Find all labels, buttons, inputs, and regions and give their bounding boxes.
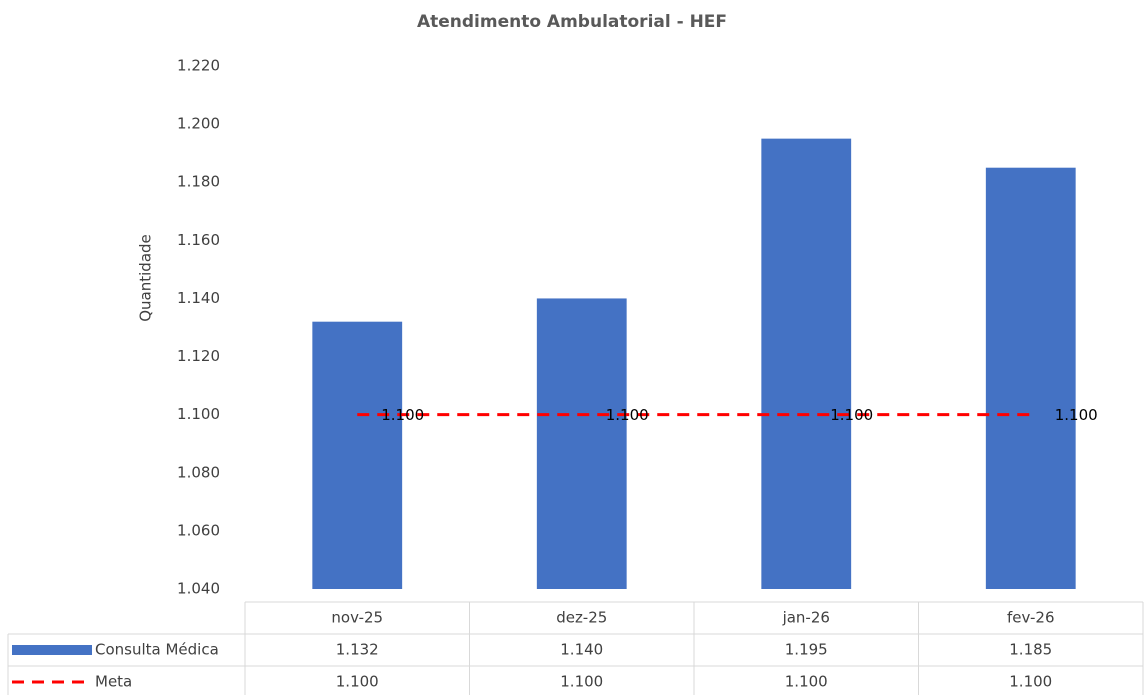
data-label: 1.100 [381,406,424,424]
table-cell: 1.100 [560,673,603,691]
table-cell: 1.185 [1009,641,1052,659]
x-tick-label: dez-25 [556,609,607,627]
y-tick-label: 1.060 [177,521,220,539]
y-tick-label: 1.120 [177,347,220,365]
legend-label: Meta [95,673,132,691]
y-tick-label: 1.200 [177,115,220,133]
legend-swatch [12,645,92,655]
table-cell: 1.100 [785,673,828,691]
y-tick-label: 1.080 [177,463,220,481]
y-tick-label: 1.180 [177,173,220,191]
table-cell: 1.195 [785,641,828,659]
table-cell: 1.140 [560,641,603,659]
bar [761,138,852,589]
x-tick-label: jan-26 [782,609,830,627]
chart-title: Atendimento Ambulatorial - HEF [417,12,727,32]
data-label: 1.100 [606,406,649,424]
legend-label: Consulta Médica [95,641,219,659]
data-label: 1.100 [1055,406,1098,424]
x-tick-label: nov-25 [331,609,383,627]
table-cell: 1.100 [336,673,379,691]
table-cell: 1.100 [1009,673,1052,691]
y-tick-label: 1.140 [177,289,220,307]
y-tick-label: 1.160 [177,231,220,249]
y-tick-label: 1.040 [177,580,220,598]
y-axis-label: Quantidade [137,234,155,322]
bar [312,321,403,589]
data-label: 1.100 [830,406,873,424]
y-tick-label: 1.100 [177,405,220,423]
bar [985,167,1076,589]
y-tick-label: 1.220 [177,57,220,75]
bar [536,298,627,589]
x-tick-label: fev-26 [1007,609,1054,627]
table-cell: 1.132 [336,641,379,659]
